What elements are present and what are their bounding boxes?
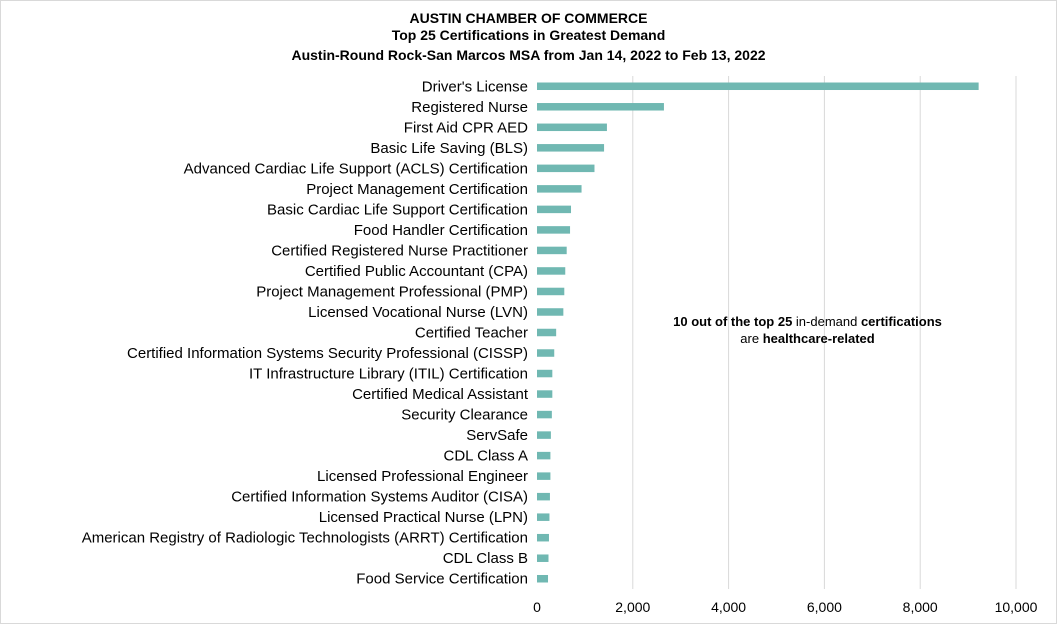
category-label: Certified Information Systems Auditor (C… — [231, 489, 528, 506]
category-label: Project Management Certification — [306, 181, 528, 198]
bar — [537, 369, 553, 378]
category-label: Certified Teacher — [415, 325, 528, 342]
category-label: Certified Public Accountant (CPA) — [305, 263, 528, 280]
x-tick-label: 0 — [533, 599, 541, 615]
category-label: Licensed Vocational Nurse (LVN) — [308, 304, 528, 321]
bar — [537, 123, 607, 132]
category-label: Certified Medical Assistant — [352, 386, 529, 403]
bar — [537, 164, 595, 173]
bar — [537, 574, 549, 583]
x-tick-label: 2,000 — [615, 599, 650, 615]
category-label: Licensed Professional Engineer — [317, 468, 528, 485]
annotation-count: 10 out of the top 25 — [673, 314, 793, 329]
category-label: Licensed Practical Nurse (LPN) — [319, 509, 528, 526]
category-label: First Aid CPR AED — [404, 119, 528, 136]
bar — [537, 451, 551, 460]
annotation-certifications: certifications — [860, 314, 942, 329]
category-label: Certified Information Systems Security P… — [127, 345, 528, 362]
x-tick-label: 8,000 — [903, 599, 938, 615]
category-label: CDL Class B — [443, 550, 528, 567]
annotation-callout: 10 out of the top 25 in-demand certifica… — [620, 313, 995, 347]
annotation-line-2: are healthcare-related — [620, 330, 995, 347]
category-label: Basic Cardiac Life Support Certification — [267, 201, 528, 218]
bar — [537, 410, 552, 419]
x-tick-label: 4,000 — [711, 599, 746, 615]
x-tick-label: 6,000 — [807, 599, 842, 615]
category-label: Registered Nurse — [411, 99, 528, 116]
category-label: Food Service Certification — [356, 571, 528, 588]
bar — [537, 287, 565, 296]
annotation-healthcare: healthcare-related — [762, 331, 875, 346]
bar — [537, 349, 555, 357]
bar — [537, 492, 550, 501]
category-label: ServSafe — [466, 427, 528, 444]
bar — [537, 554, 549, 562]
bar — [537, 472, 551, 480]
chart-subtitle-2: Austin-Round Rock-San Marcos MSA from Ja… — [291, 47, 766, 63]
category-label: Certified Registered Nurse Practitioner — [271, 242, 528, 259]
category-label: Driver's License — [422, 78, 528, 95]
category-label: Food Handler Certification — [354, 222, 528, 239]
category-label: American Registry of Radiologic Technolo… — [82, 530, 528, 547]
category-label: Security Clearance — [401, 407, 528, 424]
bar — [537, 226, 571, 234]
bar — [537, 267, 566, 275]
bar — [537, 390, 553, 398]
category-label: Basic Life Saving (BLS) — [370, 140, 528, 157]
bar — [537, 328, 557, 337]
bar — [537, 185, 582, 193]
x-tick-label: 10,000 — [995, 599, 1038, 615]
bar — [537, 103, 664, 111]
bar — [537, 533, 549, 542]
bar — [537, 308, 564, 316]
bar — [537, 205, 572, 214]
category-label: IT Infrastructure Library (ITIL) Certifi… — [249, 366, 528, 383]
bar — [537, 246, 567, 255]
bar — [537, 431, 551, 439]
bar — [537, 82, 979, 91]
annotation-text-2: are — [740, 331, 763, 346]
category-label: CDL Class A — [444, 448, 528, 465]
chart-subtitle: Top 25 Certifications in Greatest Demand — [391, 27, 666, 43]
bar — [537, 144, 605, 152]
category-label: Advanced Cardiac Life Support (ACLS) Cer… — [184, 160, 528, 177]
annotation-line-1: 10 out of the top 25 in-demand certifica… — [620, 313, 995, 330]
bar — [537, 513, 550, 521]
category-label: Project Management Professional (PMP) — [256, 283, 528, 300]
annotation-text: in-demand — [792, 314, 861, 329]
chart-title: AUSTIN CHAMBER OF COMMERCE — [409, 10, 648, 26]
